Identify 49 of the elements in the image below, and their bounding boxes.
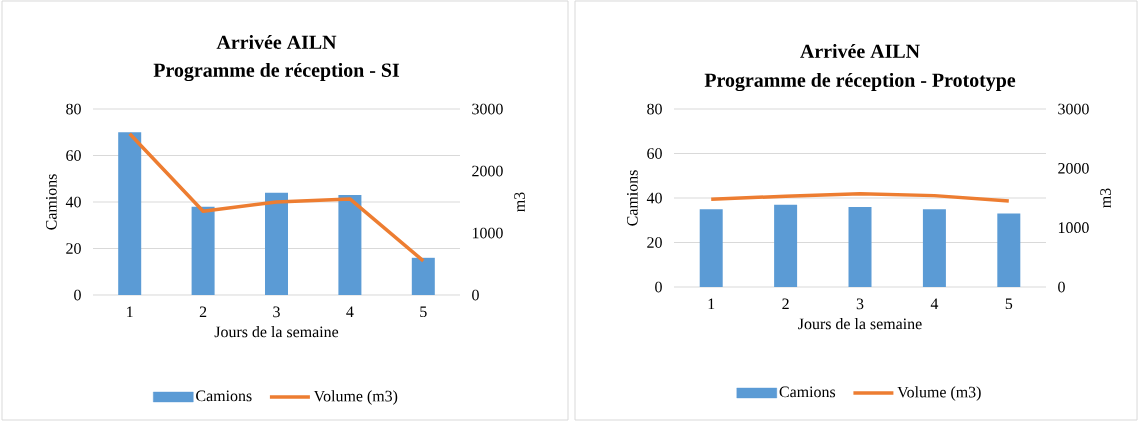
x-axis-title: Jours de la semaine	[798, 318, 922, 330]
x-tick-label: 2	[199, 306, 207, 318]
y-tick-label: 40	[646, 192, 662, 204]
x-tick-label: 4	[930, 298, 939, 309]
x-tick-label: 5	[1005, 298, 1013, 310]
y-tick-label: 80	[66, 103, 81, 115]
legend-label: Volume (m3)	[313, 390, 398, 405]
line-series	[709, 192, 1011, 203]
chart-subtitle: Programme de réception - Prototype	[704, 72, 1016, 92]
y2-tick-label: 1000	[472, 227, 503, 239]
y2-tick-label: 2000	[1058, 162, 1089, 174]
bar	[118, 132, 142, 295]
x-tick-label: 1	[127, 306, 133, 318]
legend-label: Camions	[779, 386, 836, 398]
x-tick-label: 5	[420, 306, 427, 318]
bar	[411, 257, 435, 295]
y-axis-title: Camions	[46, 174, 57, 230]
y-tick-label: 80	[647, 103, 662, 115]
x-tick-label: 4	[346, 306, 354, 317]
line-series	[127, 132, 426, 263]
y-tick-label: 40	[65, 196, 81, 208]
x-tick-label: 3	[856, 298, 864, 310]
x-axis-title: Jours de la semaine	[214, 326, 339, 338]
y-tick-label: 0	[655, 281, 662, 293]
y-axis-title: Camions	[627, 170, 638, 226]
y2-tick-label: 0	[1058, 281, 1065, 293]
y2-tick-label: 3000	[1058, 103, 1089, 115]
chart-subtitle: Programme de réception - SI	[153, 62, 400, 82]
y2-axis-title: m3	[1100, 188, 1111, 208]
y-tick-label: 20	[66, 243, 81, 254]
y-tick-label: 20	[647, 237, 662, 248]
x-tick-label: 3	[273, 306, 280, 318]
chart-title: Arrivée AILN	[800, 43, 920, 59]
y-tick-label: 60	[66, 150, 81, 161]
bar	[265, 192, 288, 295]
x-tick-label: 2	[782, 298, 789, 310]
y2-axis-title: m3	[514, 192, 525, 212]
legend-label: Camions	[196, 390, 252, 402]
y2-tick-label: 1000	[1058, 222, 1089, 234]
bar	[338, 195, 362, 295]
chart-title: Arrivée AILN	[216, 34, 337, 50]
y-tick-label: 0	[74, 289, 81, 301]
y-tick-label: 60	[647, 148, 662, 159]
legend-label: Volume (m3)	[897, 386, 981, 401]
y2-tick-label: 3000	[472, 103, 503, 115]
x-tick-label: 1	[708, 298, 715, 310]
y2-tick-label: 0	[472, 289, 479, 301]
y2-tick-label: 2000	[472, 165, 503, 177]
bar	[191, 206, 215, 295]
